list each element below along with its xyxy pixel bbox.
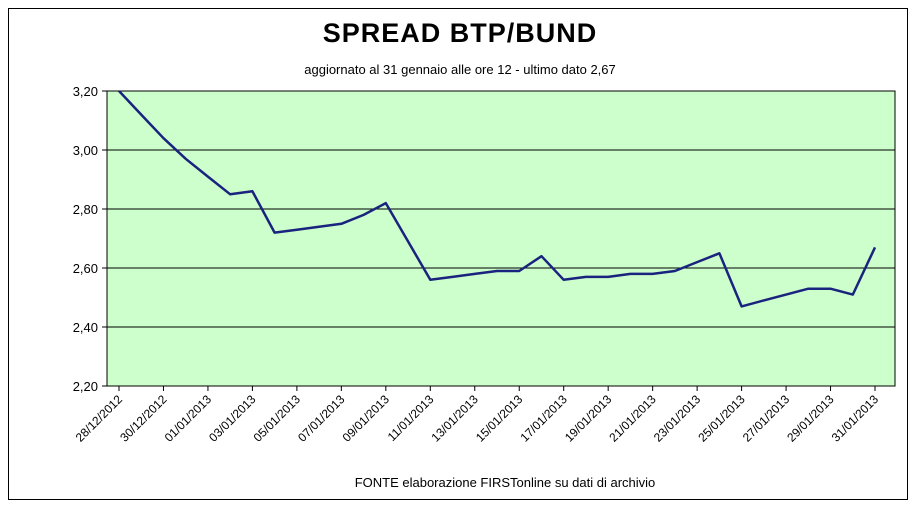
x-tick-label: 15/01/2013 bbox=[473, 392, 526, 445]
x-tick-label: 17/01/2013 bbox=[517, 392, 570, 445]
chart-title: SPREAD BTP/BUND bbox=[322, 18, 598, 48]
y-axis-ticks: 2,20 2,40 2,60 2,80 3,00 3,20 bbox=[73, 84, 107, 394]
series-line-spread bbox=[118, 90, 877, 308]
y-tick-label: 2,80 bbox=[73, 202, 98, 217]
x-tick-label: 21/01/2013 bbox=[606, 392, 659, 445]
chart-source-note: FONTE elaborazione FIRSTonline su dati d… bbox=[354, 475, 656, 490]
x-tick-label: 07/01/2013 bbox=[295, 392, 348, 445]
gridlines bbox=[107, 90, 895, 387]
plot-area bbox=[106, 90, 896, 387]
y-tick-label: 2,20 bbox=[73, 379, 98, 394]
y-tick-label: 2,40 bbox=[73, 320, 98, 335]
x-tick-label: 27/01/2013 bbox=[740, 392, 793, 445]
y-tick-label: 3,00 bbox=[73, 143, 98, 158]
x-tick-label: 13/01/2013 bbox=[429, 392, 482, 445]
y-tick-label: 2,60 bbox=[73, 261, 98, 276]
x-tick-label: 05/01/2013 bbox=[251, 392, 304, 445]
x-tick-label: 19/01/2013 bbox=[562, 392, 615, 445]
x-tick-label: 03/01/2013 bbox=[206, 392, 259, 445]
x-tick-label: 23/01/2013 bbox=[651, 392, 704, 445]
chart-subtitle: aggiornato al 31 gennaio alle ore 12 - u… bbox=[304, 62, 616, 77]
x-tick-label: 30/12/2012 bbox=[117, 392, 170, 445]
y-tick-label: 3,20 bbox=[73, 84, 98, 99]
x-tick-label: 28/12/2012 bbox=[73, 392, 126, 445]
x-tick-label: 09/01/2013 bbox=[340, 392, 393, 445]
x-tick-label: 31/01/2013 bbox=[829, 392, 882, 445]
x-tick-label: 29/01/2013 bbox=[784, 392, 837, 445]
x-tick-label: 25/01/2013 bbox=[695, 392, 748, 445]
x-axis-ticks: 28/12/201230/12/201201/01/201303/01/2013… bbox=[73, 386, 882, 445]
x-tick-label: 01/01/2013 bbox=[162, 392, 215, 445]
